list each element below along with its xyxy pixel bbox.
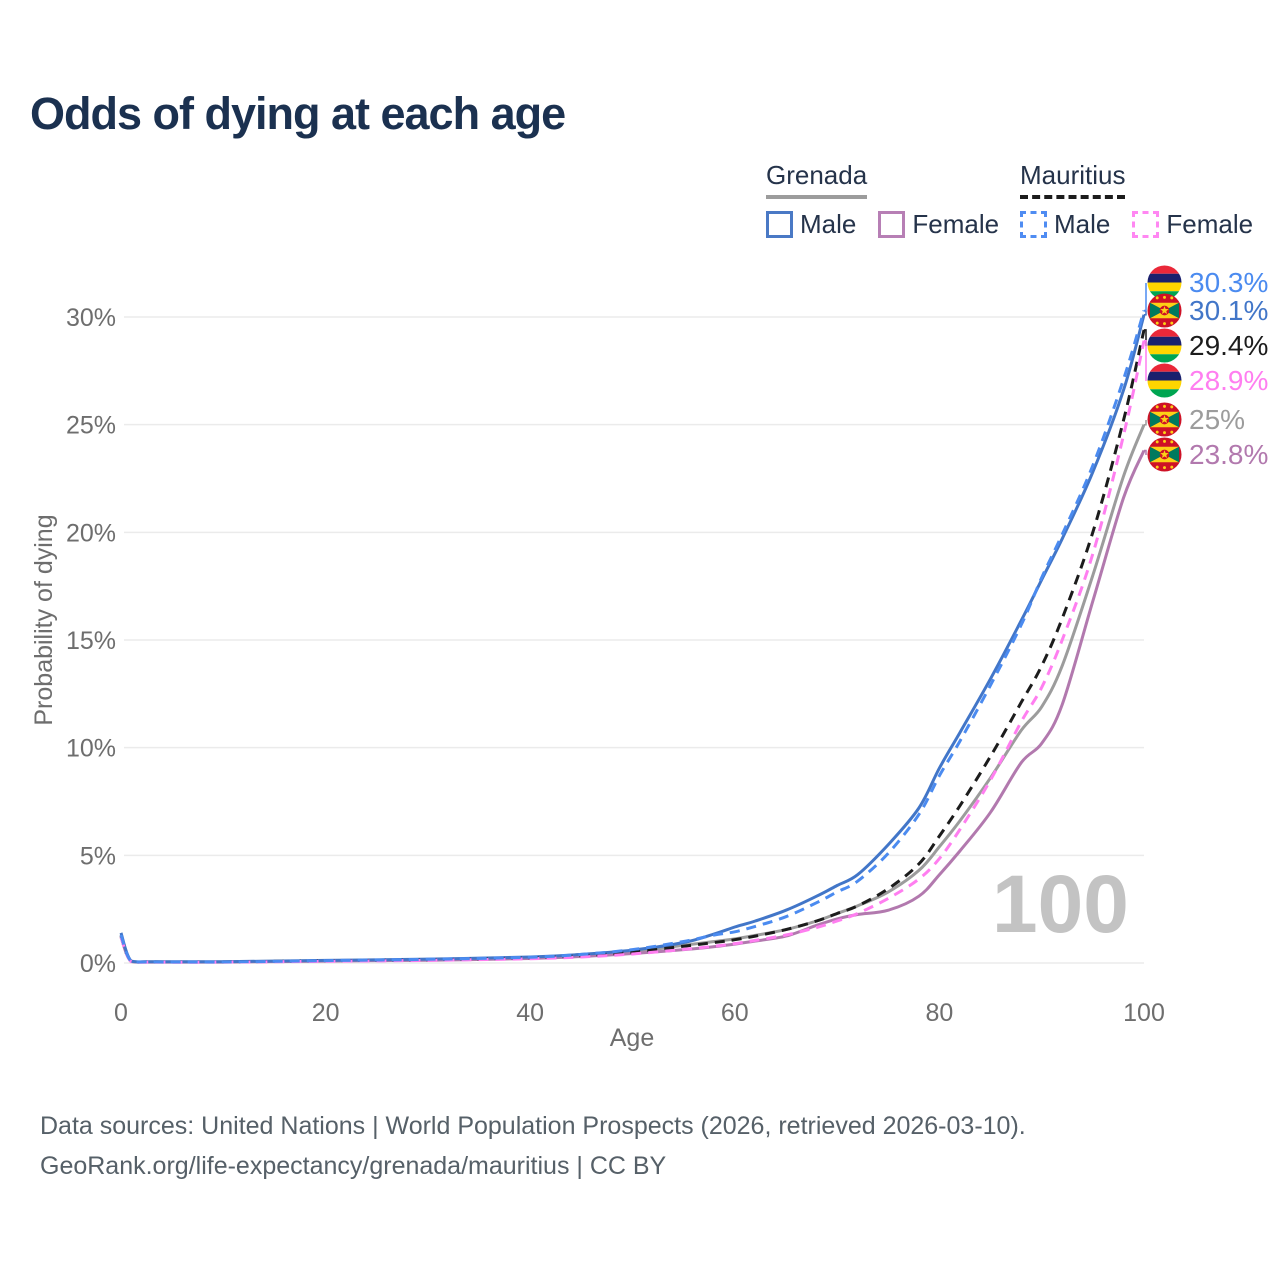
- x-tick-label: 20: [312, 999, 340, 1027]
- legend-items-grenada: Male Female: [766, 209, 999, 240]
- page-title: Odds of dying at each age: [30, 88, 566, 139]
- mauritius-flag-icon: [1147, 363, 1182, 398]
- leader-line-grenada: [1144, 420, 1147, 426]
- mauritius-flag-icon: [1147, 328, 1182, 363]
- grenada-flag-icon: [1147, 293, 1182, 328]
- y-tick-label: 0%: [80, 950, 116, 978]
- x-axis-title: Age: [609, 1024, 655, 1052]
- grenada-flag-icon: [1147, 437, 1182, 472]
- legend-item-label: Female: [912, 209, 1000, 239]
- x-tick-label: 60: [721, 999, 749, 1027]
- legend-item-mauritius-female[interactable]: Female: [1132, 209, 1253, 240]
- attribution-line: GeoRank.org/life-expectancy/grenada/maur…: [40, 1152, 667, 1180]
- end-label-value: 28.9%: [1189, 364, 1269, 396]
- y-tick-label: 15%: [66, 627, 116, 655]
- legend-country-grenada: Grenada: [766, 160, 868, 199]
- series-line-mauritius-female: [119, 340, 1146, 964]
- end-label-mauritius-female: 28.9%: [1147, 363, 1268, 398]
- checkbox-swatch-mauritius-female[interactable]: [1132, 211, 1160, 238]
- leader-line-mauritius-female: [1144, 339, 1147, 381]
- end-label-grenada-female: 23.8%: [1147, 437, 1268, 472]
- x-tick-label: 40: [516, 999, 544, 1027]
- y-tick-label: 30%: [66, 304, 116, 332]
- legend-item-label: Male: [800, 209, 857, 239]
- data-sources-line: Data sources: United Nations | World Pop…: [40, 1112, 1026, 1140]
- x-tick-label: 0: [114, 999, 128, 1027]
- legend-item-grenada-male[interactable]: Male: [766, 209, 856, 240]
- legend-items-mauritius: Male Female: [1020, 209, 1253, 240]
- x-tick-label: 100: [1123, 999, 1165, 1027]
- end-label-value: 25%: [1189, 403, 1246, 435]
- legend-group-grenada: Grenada Male Female: [766, 160, 999, 240]
- grenada-flag-icon: [1147, 402, 1182, 437]
- leader-line-grenada-female: [1144, 449, 1147, 455]
- checkbox-swatch-grenada-male[interactable]: [766, 211, 793, 238]
- age-watermark: 100: [992, 859, 1129, 950]
- y-tick-label: 5%: [80, 842, 116, 870]
- x-tick-label: 80: [925, 999, 953, 1027]
- leader-line-mauritius-male: [1144, 283, 1147, 312]
- end-label-value: 29.4%: [1189, 329, 1269, 361]
- legend-item-mauritius-male[interactable]: Male: [1020, 209, 1110, 240]
- y-tick-label: 10%: [66, 735, 116, 763]
- legend-item-grenada-female[interactable]: Female: [878, 209, 999, 240]
- end-label-grenada: 25%: [1147, 402, 1245, 437]
- legend-country-mauritius: Mauritius: [1020, 160, 1126, 199]
- series-line-grenada: [119, 424, 1146, 964]
- end-label-value: 30.1%: [1189, 294, 1269, 326]
- legend-item-label: Female: [1166, 209, 1254, 239]
- source-footer: Data sources: United Nations | World Pop…: [40, 1106, 1026, 1186]
- checkbox-swatch-mauritius-male[interactable]: [1020, 211, 1047, 238]
- end-label-grenada-male: 30.1%: [1147, 293, 1268, 328]
- y-tick-label: 20%: [66, 519, 116, 547]
- end-label-value: 23.8%: [1189, 438, 1269, 470]
- y-tick-label: 25%: [66, 412, 116, 440]
- checkbox-swatch-grenada-female[interactable]: [878, 211, 906, 238]
- end-label-value: 30.3%: [1189, 266, 1269, 298]
- end-label-mauritius: 29.4%: [1147, 328, 1268, 363]
- end-label-mauritius-male: 30.3%: [1147, 265, 1268, 300]
- series-line-mauritius-male: [119, 310, 1146, 964]
- series-line-grenada-male: [119, 314, 1146, 964]
- legend-group-mauritius: Mauritius Male Female: [1020, 160, 1253, 240]
- leader-line-grenada-male: [1144, 311, 1147, 316]
- series-line-grenada-female: [119, 449, 1146, 964]
- legend-item-label: Male: [1054, 209, 1111, 239]
